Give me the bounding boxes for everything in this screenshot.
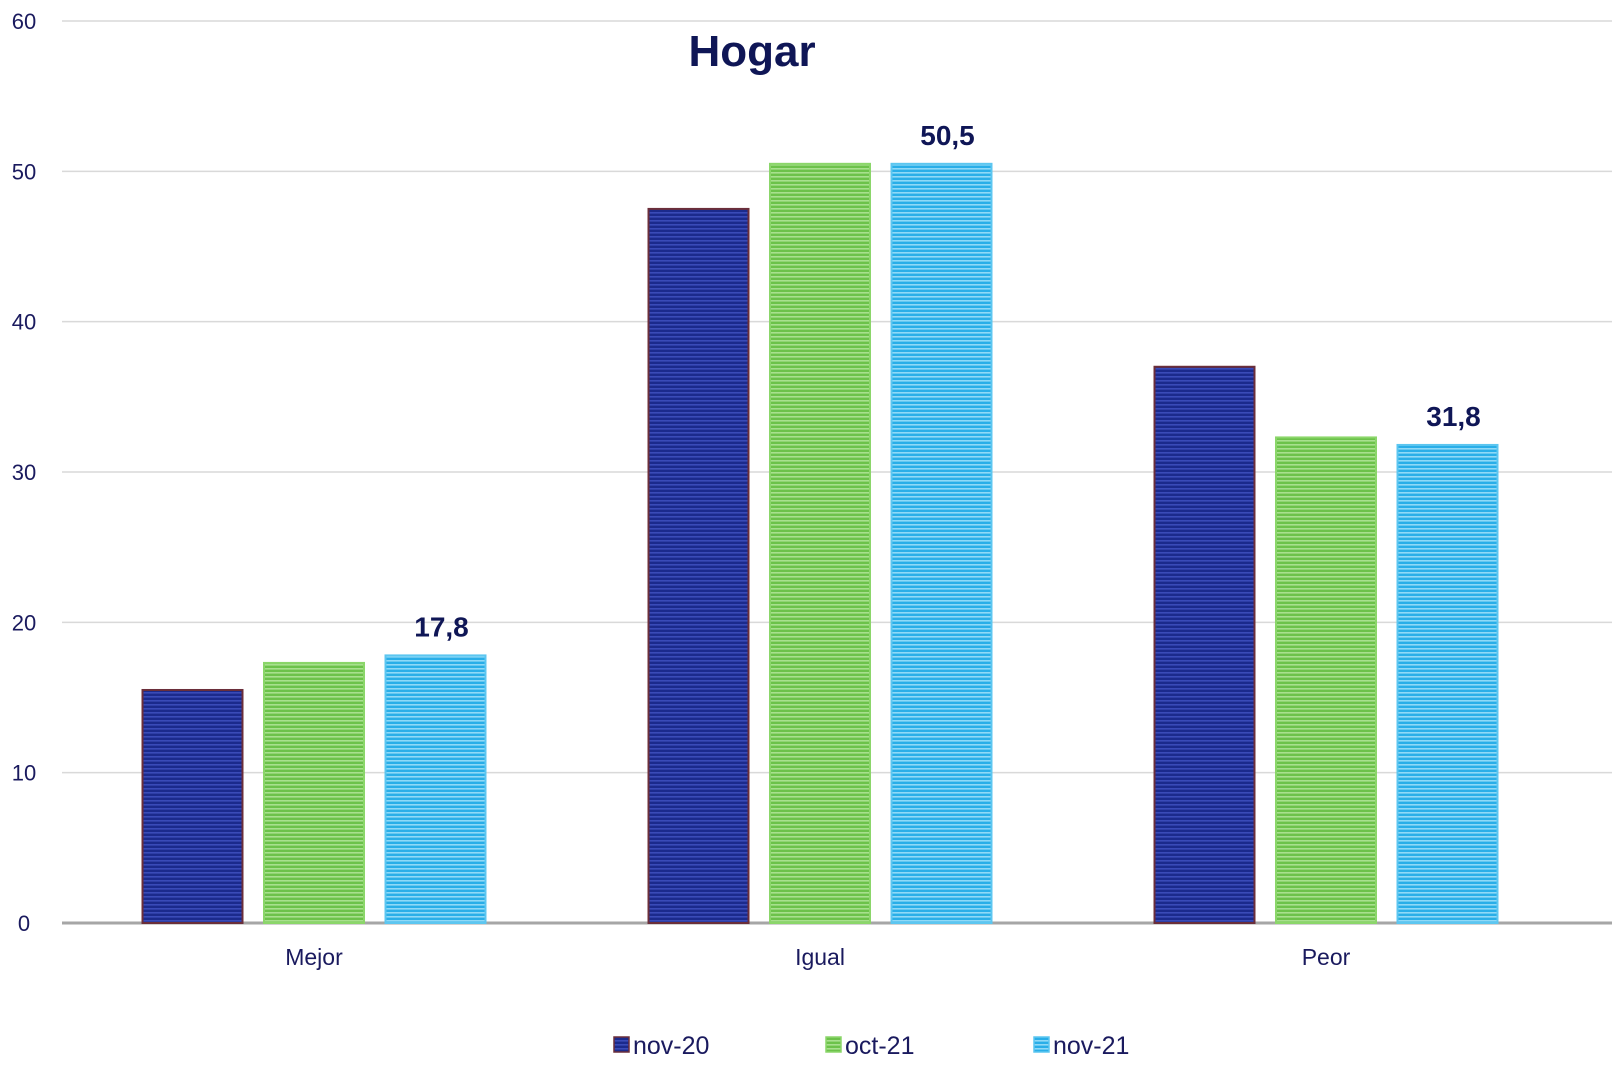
legend-label: nov-20 [633,1032,709,1060]
y-tick-label: 0 [18,911,30,936]
bar-nov-20-igual [647,207,750,924]
legend-swatch [825,1036,842,1053]
legend-swatch [613,1036,630,1053]
y-tick-label: 60 [12,9,36,34]
y-tick-label: 40 [12,310,36,335]
bar-oct-21-peor [1275,436,1377,924]
legend-swatch [1033,1036,1050,1053]
x-category-label: Mejor [285,944,343,970]
legend-item-oct-21: oct-21 [825,1032,914,1060]
y-tick-label: 10 [12,761,36,786]
data-labels: 17,8 50,5 31,8 [414,120,1481,643]
legend-label: oct-21 [845,1032,914,1060]
data-label: 31,8 [1426,401,1481,432]
legend: nov-20 oct-21 nov-21 [613,1032,1129,1060]
bar-nov-20-peor [1153,365,1256,924]
y-tick-label: 50 [12,159,36,184]
data-label: 17,8 [414,611,469,642]
bar-nov-21-mejor [384,654,487,924]
bar-oct-21-igual [769,162,871,925]
bar-oct-21-mejor [263,661,365,924]
x-axis-categories: Mejor Igual Peor [285,944,1350,970]
bar-nov-20-mejor [141,688,244,924]
x-category-label: Peor [1302,944,1351,970]
data-label: 50,5 [920,120,975,151]
legend-item-nov-20: nov-20 [613,1032,709,1060]
legend-item-nov-21: nov-21 [1033,1032,1129,1060]
bar-nov-21-igual [890,162,993,925]
x-category-label: Igual [795,944,845,970]
y-axis-ticks: 0 10 20 30 40 50 60 [12,9,36,936]
bar-nov-21-peor [1396,443,1499,924]
chart-title: Hogar [688,27,815,76]
y-tick-label: 30 [12,460,36,485]
legend-label: nov-21 [1053,1032,1129,1060]
bars [141,162,1499,925]
y-tick-label: 20 [12,610,36,635]
